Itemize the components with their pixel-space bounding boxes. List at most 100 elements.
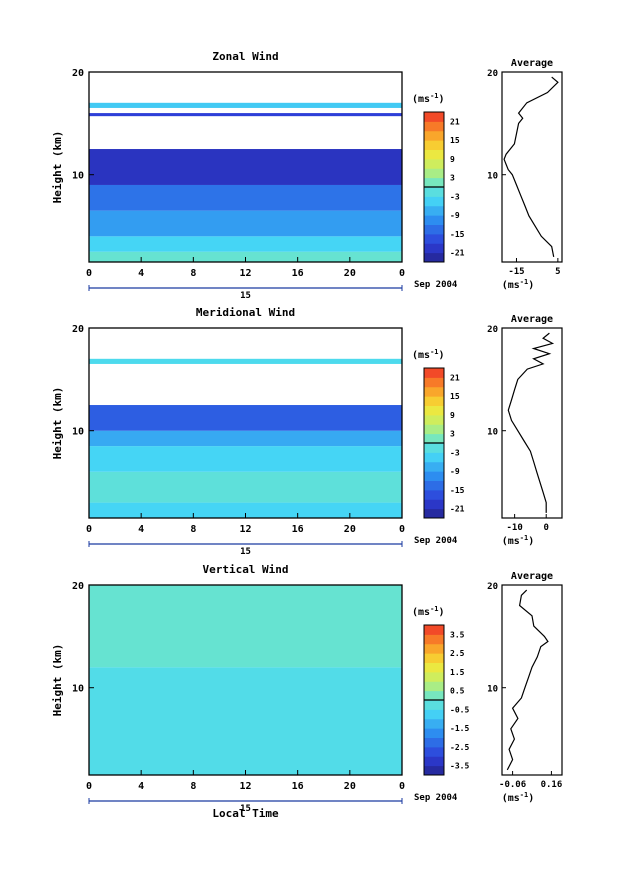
day-label: 15 bbox=[240, 291, 251, 301]
colorbar-swatch bbox=[424, 489, 444, 500]
colorbar-tick-label: -2.5 bbox=[450, 743, 469, 752]
colorbar-swatch bbox=[424, 252, 444, 263]
date-label: Sep 2004 bbox=[414, 536, 458, 546]
y-axis-label: Height (km) bbox=[51, 131, 64, 204]
x-tick-label: 20 bbox=[344, 781, 356, 792]
colorbar-swatch bbox=[424, 405, 444, 416]
colorbar-tick-label: -21 bbox=[450, 249, 465, 258]
y-axis-label: Height (km) bbox=[51, 644, 64, 717]
colorbar-swatch bbox=[424, 452, 444, 463]
x-tick-label: 4 bbox=[138, 781, 144, 792]
x-tick-label: 20 bbox=[344, 524, 356, 535]
colorbar-unit: (ms-1) bbox=[412, 605, 445, 618]
colorbar-tick-label: 3 bbox=[450, 430, 455, 439]
panel-title: Vertical Wind bbox=[202, 563, 288, 576]
colorbar-swatch bbox=[424, 130, 444, 141]
date-label: Sep 2004 bbox=[414, 793, 458, 803]
field-layer bbox=[89, 210, 402, 237]
x-tick-label: 16 bbox=[292, 524, 304, 535]
colorbar-swatch bbox=[424, 643, 444, 654]
colorbar-swatch bbox=[424, 737, 444, 748]
average-profile-line bbox=[506, 589, 549, 771]
x-tick-label: 0 bbox=[399, 781, 405, 792]
colorbar-swatch bbox=[424, 112, 444, 122]
colorbar-swatch bbox=[424, 499, 444, 510]
colorbar-swatch bbox=[424, 386, 444, 397]
x-tick-label: 8 bbox=[190, 781, 196, 792]
colorbar-tick-label: -3 bbox=[450, 192, 460, 201]
colorbar-tick-label: -15 bbox=[450, 230, 465, 239]
colorbar-tick-label: 3 bbox=[450, 174, 455, 183]
colorbar-swatch bbox=[424, 728, 444, 738]
y-tick-label: 10 bbox=[72, 427, 84, 438]
average-x-label: (ms-1) bbox=[502, 534, 535, 547]
colorbar-swatch bbox=[424, 215, 444, 225]
x-tick-label: 12 bbox=[239, 781, 251, 792]
panel-1: Meridional Wind 0 4 8 12 16 20 0 10 20 Height (km)… bbox=[51, 306, 563, 557]
colorbar-swatch bbox=[424, 471, 444, 481]
colorbar-tick-label: -1.5 bbox=[450, 724, 469, 733]
average-title: Average bbox=[511, 314, 553, 325]
colorbar-swatch bbox=[424, 433, 444, 444]
average-x-label: (ms-1) bbox=[502, 791, 535, 804]
y-tick-label: 10 bbox=[72, 684, 84, 695]
average-x-tick-label: -10 bbox=[506, 523, 522, 533]
average-x-label-exp: -1 bbox=[520, 278, 528, 286]
average-frame bbox=[501, 327, 563, 519]
colorbar-swatch bbox=[424, 634, 444, 645]
colorbar-swatch bbox=[424, 233, 444, 244]
panel-2: Vertical Wind 0 4 8 12 16 20 0 10 20 Height (km) 15… bbox=[51, 563, 563, 820]
field-layer bbox=[89, 585, 402, 668]
colorbar-unit-close: ) bbox=[439, 350, 445, 361]
field-layer bbox=[89, 667, 402, 775]
colorbar-unit: (ms-1) bbox=[412, 348, 445, 361]
panel-0: Zonal Wind 0 4 8 12 16 20 0 10 20 Height (km) 15 Sep… bbox=[51, 50, 563, 301]
average-x-label-text: (ms bbox=[502, 536, 520, 547]
colorbar-tick-label: 1.5 bbox=[450, 668, 465, 677]
colorbar-unit-close: ) bbox=[439, 607, 445, 618]
x-tick-label: 8 bbox=[190, 268, 196, 279]
colorbar-swatch bbox=[424, 149, 444, 160]
colorbar-swatch bbox=[424, 508, 444, 519]
y-tick-label: 20 bbox=[72, 324, 84, 335]
colorbar-swatch bbox=[424, 224, 444, 235]
colorbar-swatch bbox=[424, 121, 444, 132]
average-x-label-close: ) bbox=[528, 536, 534, 547]
field-layer bbox=[89, 430, 402, 447]
colorbar-swatch bbox=[424, 377, 444, 388]
colorbar-tick-label: -15 bbox=[450, 486, 465, 495]
average-x-tick-label: 0 bbox=[543, 523, 548, 533]
colorbar-swatch bbox=[424, 653, 444, 663]
panel-title: Zonal Wind bbox=[212, 50, 278, 63]
x-tick-label: 12 bbox=[239, 524, 251, 535]
average-x-tick-label: 5 bbox=[555, 267, 560, 277]
colorbar-tick-label: -21 bbox=[450, 505, 465, 514]
colorbar-swatch bbox=[424, 765, 444, 776]
colorbar-unit-exp: -1 bbox=[430, 92, 438, 100]
colorbar-swatch bbox=[424, 243, 444, 254]
field-layer bbox=[89, 405, 402, 431]
colorbar-swatch bbox=[424, 700, 444, 710]
colorbar-swatch bbox=[424, 671, 444, 682]
average-x-tick-label: -15 bbox=[508, 267, 524, 277]
colorbar-swatch bbox=[424, 443, 444, 453]
average-profile-line bbox=[503, 76, 559, 258]
field-layer bbox=[89, 251, 402, 262]
colorbar-swatch bbox=[424, 196, 444, 207]
average-y-tick-label: 10 bbox=[487, 685, 498, 695]
field-layer bbox=[89, 113, 402, 117]
average-x-label: (ms-1) bbox=[502, 278, 535, 291]
colorbar-swatch bbox=[424, 424, 444, 435]
colorbar-unit: (ms-1) bbox=[412, 92, 445, 105]
colorbar-unit-text: (ms bbox=[412, 350, 430, 361]
colorbar-unit-exp: -1 bbox=[430, 348, 438, 356]
day-label: 15 bbox=[240, 547, 251, 557]
field-layer bbox=[89, 102, 402, 108]
x-axis-label: Local Time bbox=[212, 807, 279, 820]
average-frame bbox=[501, 71, 563, 263]
colorbar-swatch bbox=[424, 756, 444, 767]
colorbar-tick-label: 21 bbox=[450, 117, 460, 126]
colorbar-swatch bbox=[424, 662, 444, 673]
average-x-label-exp: -1 bbox=[520, 534, 528, 542]
